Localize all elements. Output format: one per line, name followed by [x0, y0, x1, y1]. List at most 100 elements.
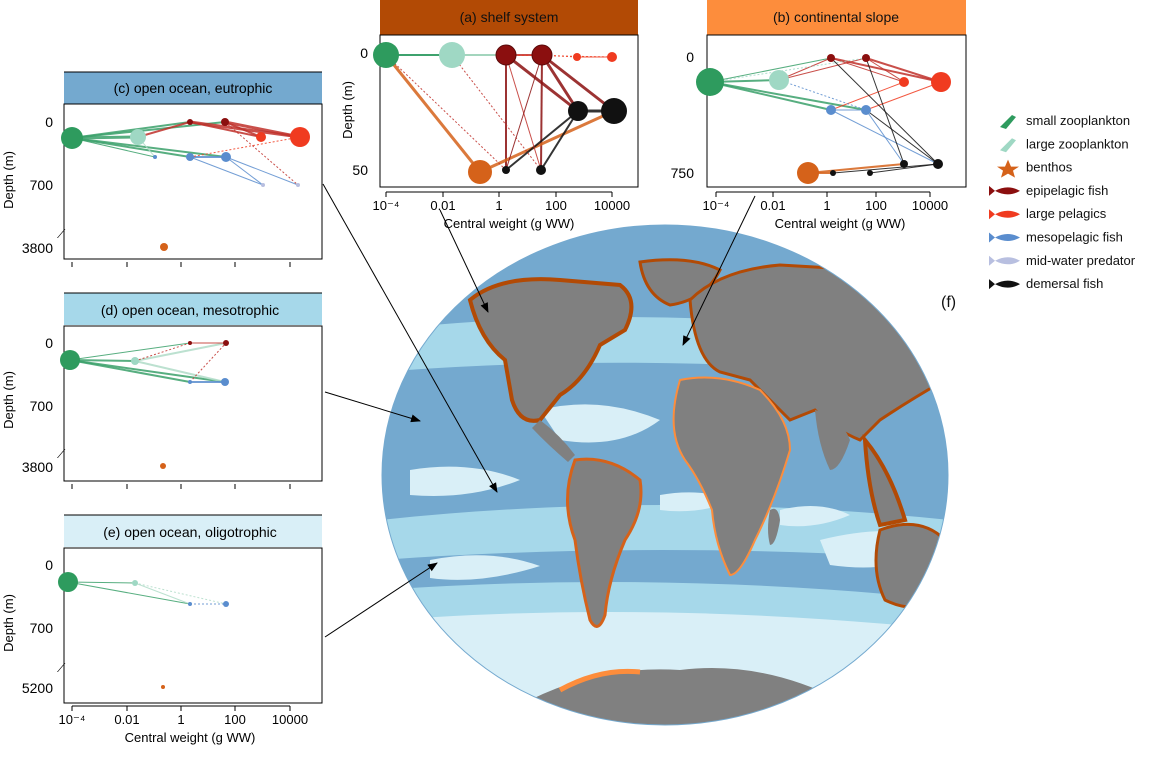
lanternfish-icon [989, 232, 1020, 243]
edges-c-node [221, 118, 229, 126]
panel-e: (e) open ocean, oligotrophic 0 700 5200 … [1, 514, 323, 745]
legend-entry-small-zooplankton: small zooplankton [1000, 113, 1130, 129]
panel-c-ytick-0: 0 [45, 114, 53, 130]
edges-e-link [67, 581, 136, 584]
edges-e-link [134, 582, 191, 605]
edges-c-node [160, 243, 168, 251]
panel-e-xtick-3: 100 [224, 712, 246, 727]
edges-a-node [495, 44, 517, 66]
connector-arrows [322, 183, 756, 638]
copepod-icon [1000, 115, 1016, 129]
panel-d-ytick-1: 700 [30, 398, 54, 414]
edges-c-node [296, 183, 300, 187]
edges-c-node [261, 183, 265, 187]
panel-e-xaxis: 10⁻⁴ 0.01 1 100 10000 Central weight (g … [59, 705, 308, 745]
shark-icon [989, 255, 1020, 266]
edges-e-node [223, 601, 229, 607]
edges-a-node [468, 160, 492, 184]
panel-b-ytick-1: 750 [671, 165, 695, 181]
panel-a-xtick-4: 10000 [594, 198, 630, 213]
panel-d-ylabel: Depth (m) [1, 371, 16, 429]
panel-b: (b) continental slope 0 750 10⁻⁴ 0.01 1 … [671, 0, 967, 231]
legend-entry-demersal-fish: demersal fish [989, 276, 1103, 291]
legend-label: mid-water predator [1026, 253, 1136, 268]
legend-entry-large-pelagics: large pelagics [989, 206, 1107, 221]
panel-b-xtick-3: 100 [865, 198, 887, 213]
edges-d-link [189, 342, 227, 383]
edges-d-link [69, 359, 226, 383]
edges-e-link [67, 581, 191, 605]
edges-c-link [71, 137, 227, 158]
edges-a-node [373, 42, 399, 68]
panel-e-title: (e) open ocean, oligotrophic [103, 524, 277, 540]
panel-c-header [64, 72, 322, 104]
panel-e-ytick-0: 0 [45, 557, 53, 573]
edges-b-link [832, 163, 939, 174]
edges-a-link [541, 53, 615, 113]
edges-b-link [830, 81, 905, 111]
edges-a-node [573, 53, 581, 61]
edges-c-link [71, 137, 156, 158]
map-label: (f) [941, 294, 956, 311]
panel-b-title: (b) continental slope [773, 9, 899, 25]
panel-c-axis-break: ⟋ [57, 227, 66, 241]
panel-b-xtick-2: 1 [823, 198, 830, 213]
edges-d-node [223, 340, 229, 346]
panel-b-xtick-1: 0.01 [760, 198, 785, 213]
edges-b-node [867, 170, 873, 176]
panel-e-ytick-1: 700 [30, 620, 54, 636]
legend: small zooplankton large zooplankton bentho… [989, 113, 1136, 291]
fish-icon [989, 185, 1020, 196]
panel-e-xtick-0: 10⁻⁴ [59, 712, 86, 727]
panel-a-xlabel: Central weight (g WW) [444, 216, 575, 231]
edges-e-node [188, 602, 192, 606]
edges-c-node [186, 153, 194, 161]
edges-a-link [505, 54, 543, 171]
legend-label: small zooplankton [1026, 113, 1130, 128]
panel-c-ytick-1: 700 [30, 177, 54, 193]
edges-e-node [161, 685, 165, 689]
panel-e-header [64, 515, 322, 547]
panel-c-xticks [71, 262, 291, 267]
panel-b-header [707, 0, 966, 35]
panel-e-xtick-1: 0.01 [114, 712, 139, 727]
edges-d-node [221, 378, 229, 386]
edges-e-node [58, 572, 78, 592]
edges-c-link [224, 121, 299, 186]
edges-a-node [601, 98, 627, 124]
panel-a-xtick-0: 10⁻⁴ [373, 198, 400, 213]
edges-b-link [865, 57, 905, 165]
panel-b-ytick-0: 0 [686, 49, 694, 65]
edges-a-node [568, 101, 588, 121]
edges-b-link [778, 79, 867, 111]
legend-entry-large-zooplankton: large zooplankton [1000, 136, 1129, 153]
panel-a-header [380, 0, 638, 35]
legend-label: mesopelagic fish [1026, 230, 1123, 245]
edges-e-node [132, 580, 138, 586]
panel-d-header [64, 293, 322, 325]
edges-a-link [505, 110, 579, 171]
tuna-icon [989, 209, 1020, 220]
panel-a-xaxis: 10⁻⁴ 0.01 1 100 10000 Central weight (g … [373, 191, 630, 231]
panel-d-title: (d) open ocean, mesotrophic [101, 302, 279, 318]
arrow-a [439, 209, 489, 313]
edges-a-link [540, 54, 580, 112]
edges-b-node [933, 159, 943, 169]
edges-d-node [188, 341, 192, 345]
edges-a-node [439, 42, 465, 68]
panel-b-xtick-4: 10000 [912, 198, 948, 213]
panel-d-ytick-0: 0 [45, 335, 53, 351]
edges-b-node [899, 77, 909, 87]
edges-d-link [134, 342, 191, 362]
edges-c-node [221, 152, 231, 162]
edges-b-link [709, 81, 867, 111]
edges-a-node [536, 165, 546, 175]
panel-d-axis-break: ⟋ [57, 447, 66, 461]
edges-b-link [807, 163, 905, 174]
panel-d: (d) open ocean, mesotrophic 0 700 3800 ⟋… [1, 292, 323, 489]
panel-a-xtick-3: 100 [545, 198, 567, 213]
edges-c-link [225, 156, 264, 186]
edges-e-link [134, 582, 227, 605]
legend-label: large pelagics [1026, 206, 1107, 221]
